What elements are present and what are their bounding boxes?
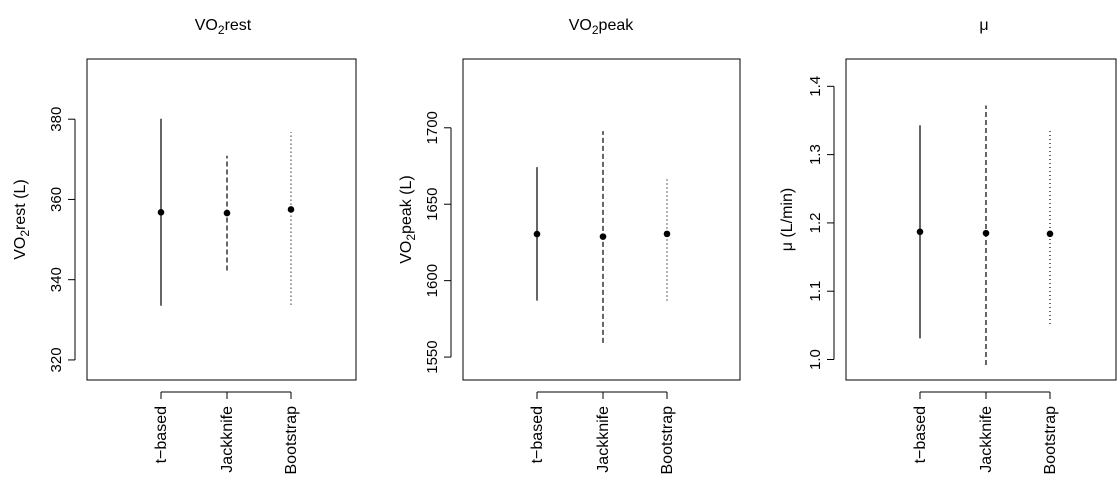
plot-frame — [462, 58, 741, 381]
point-estimate-3 — [663, 230, 671, 238]
y-tick-label: 320 — [48, 347, 65, 372]
point-estimate-1 — [157, 208, 165, 216]
y-tick-label: 380 — [48, 107, 65, 132]
panel-1: VO2rest VO2rest (L) 320 340 360 380 t−based Jac… — [12, 17, 357, 475]
y-tick-label: 340 — [48, 267, 65, 292]
y-tick-label: 1600 — [424, 264, 441, 297]
y-axis-label: VO2rest (L) — [12, 179, 32, 259]
x-tick-label: Jackknife — [219, 406, 236, 473]
chart-title: VO2rest — [195, 17, 252, 37]
y-axis-label: μ (L/min) — [779, 188, 796, 251]
plot-frame — [86, 58, 357, 381]
point-estimate-3 — [1046, 230, 1054, 238]
point-estimate-1 — [916, 228, 924, 236]
y-tick-label: 1.0 — [807, 349, 824, 370]
x-tick-label: t−based — [912, 406, 929, 463]
y-tick-label: 1650 — [424, 188, 441, 221]
y-tick-label: 1550 — [424, 340, 441, 373]
y-tick-label: 360 — [48, 187, 65, 212]
x-tick-label: Jackknife — [978, 406, 995, 473]
x-tick-label: Bootstrap — [659, 406, 676, 475]
point-estimate-2 — [982, 229, 990, 237]
point-estimate-1 — [533, 230, 541, 238]
x-tick-label: Bootstrap — [283, 406, 300, 475]
x-tick-label: t−based — [153, 406, 170, 463]
panel-2: VO2peak VO2peak (L) 1550 1600 1650 1700 t−base… — [398, 17, 741, 475]
point-estimate-2 — [599, 233, 607, 240]
y-tick-label: 1.2 — [807, 212, 824, 233]
x-tick-label: Jackknife — [595, 406, 612, 473]
chart-title: VO2peak — [569, 17, 635, 37]
y-axis-label: VO2peak (L) — [398, 175, 418, 264]
chart-title: μ — [979, 17, 988, 34]
point-estimate-2 — [223, 209, 231, 217]
x-tick-label: Bootstrap — [1042, 406, 1059, 475]
panel-3: μ μ (L/min) 1.0 1.1 1.2 1.3 1.4 t−based Jackknif… — [779, 17, 1117, 475]
x-tick-label: t−based — [529, 406, 546, 463]
plot-frame — [845, 58, 1117, 381]
y-tick-label: 1.1 — [807, 281, 824, 302]
y-tick-label: 1.4 — [807, 76, 824, 97]
y-tick-label: 1.3 — [807, 144, 824, 165]
point-estimate-3 — [287, 206, 295, 213]
y-tick-label: 1700 — [424, 111, 441, 144]
